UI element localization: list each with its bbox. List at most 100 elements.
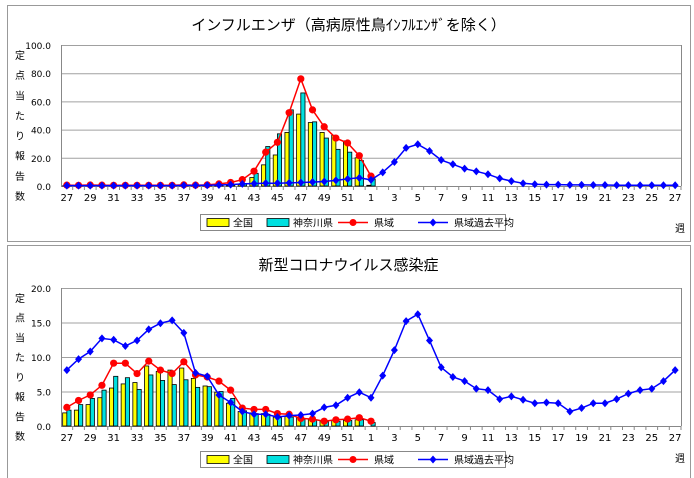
x-tick-label: 9	[461, 433, 467, 444]
legend: 全国 神奈川県 県域 県域過去平均	[200, 214, 514, 231]
point-prefecture-past-average	[145, 181, 153, 190]
point-prefecture-past-average	[250, 410, 258, 419]
point-prefecture-past-average	[215, 390, 223, 399]
point-prefecture	[367, 417, 375, 425]
x-tick-label: 9	[461, 193, 467, 204]
chart-title: 新型コロナウイルス感染症	[258, 256, 438, 274]
bar-national	[109, 387, 115, 427]
point-prefecture-past-average	[554, 399, 562, 408]
point-prefecture-past-average	[496, 395, 504, 404]
point-prefecture-past-average	[285, 178, 293, 187]
y-axis-label-char: 点	[15, 70, 25, 82]
point-prefecture-past-average	[63, 181, 71, 190]
y-tick-label: 40.0	[31, 127, 51, 137]
point-prefecture-past-average	[332, 401, 340, 410]
bar-national	[144, 365, 150, 427]
point-prefecture	[355, 414, 363, 422]
point-prefecture-past-average	[121, 341, 129, 350]
point-prefecture-past-average	[75, 181, 83, 190]
point-prefecture	[320, 417, 328, 425]
x-tick-label: 43	[248, 193, 261, 204]
point-prefecture	[285, 109, 293, 117]
y-tick-label: 10.0	[31, 354, 51, 364]
point-prefecture-past-average	[648, 181, 656, 190]
bar-kanagawa	[183, 379, 189, 427]
bar-national	[190, 377, 196, 427]
y-axis-label-char: 当	[15, 89, 25, 102]
bar-kanagawa	[113, 375, 119, 427]
point-prefecture-past-average	[192, 181, 200, 190]
x-tick-label: 11	[482, 193, 495, 204]
bar-kanagawa	[160, 380, 166, 427]
point-prefecture-past-average	[180, 328, 188, 337]
point-prefecture-past-average	[344, 174, 352, 183]
x-tick-label: 7	[438, 433, 444, 444]
point-prefecture	[273, 138, 282, 146]
x-tick-label: 37	[177, 193, 190, 204]
point-prefecture-past-average	[168, 316, 176, 325]
point-prefecture-past-average	[390, 346, 398, 355]
point-prefecture-past-average	[578, 404, 586, 413]
y-tick-label: 0.0	[37, 423, 52, 433]
point-prefecture-past-average	[379, 168, 387, 177]
point-prefecture-past-average	[367, 175, 375, 184]
x-tick-label: 35	[154, 433, 167, 444]
point-prefecture-past-average	[402, 317, 410, 326]
point-prefecture	[355, 152, 363, 160]
x-tick-label: 39	[201, 433, 214, 444]
legend-label: 県域	[374, 217, 394, 230]
x-tick-label: 21	[599, 433, 612, 444]
bar-national	[202, 385, 208, 427]
y-axis-label-char: 当	[15, 331, 25, 344]
point-prefecture-past-average	[531, 180, 539, 189]
point-prefecture-past-average	[98, 181, 106, 190]
point-prefecture-past-average	[613, 395, 621, 404]
point-prefecture-past-average	[262, 179, 270, 188]
y-axis-label-char: 定	[15, 292, 25, 305]
bar-kanagawa	[101, 389, 107, 427]
x-tick-label: 41	[224, 193, 237, 204]
x-tick-label: 15	[528, 433, 541, 444]
x-tick-label: 49	[318, 193, 331, 204]
point-prefecture	[133, 369, 141, 378]
x-tick-label: 23	[622, 193, 635, 204]
point-prefecture-past-average	[449, 373, 457, 382]
x-tick-label: 7	[438, 193, 444, 204]
x-tick-label: 29	[84, 193, 97, 204]
point-prefecture-past-average	[437, 363, 445, 372]
point-prefecture	[74, 396, 83, 405]
bar-kanagawa	[89, 397, 95, 427]
legend-marker-diamond	[429, 455, 437, 464]
y-tick-label: 20.0	[31, 155, 51, 165]
point-prefecture-past-average	[507, 177, 515, 186]
point-prefecture-past-average	[344, 393, 352, 402]
x-tick-label: 1	[368, 433, 374, 444]
point-prefecture	[297, 75, 305, 83]
point-prefecture	[121, 359, 129, 367]
legend: 全国 神奈川県 県域 県域過去平均	[200, 451, 514, 468]
x-tick-label: 25	[645, 193, 658, 204]
point-prefecture-past-average	[472, 384, 480, 393]
y-tick-label: 15.0	[31, 320, 51, 330]
point-prefecture	[98, 381, 106, 389]
point-prefecture	[110, 359, 118, 367]
point-prefecture-past-average	[659, 377, 667, 386]
x-tick-label: 5	[415, 433, 421, 444]
bar-kanagawa	[218, 391, 224, 427]
legend-label: 県域	[374, 454, 394, 467]
point-prefecture-past-average	[86, 181, 94, 190]
point-prefecture	[215, 377, 223, 385]
point-prefecture-past-average	[624, 389, 632, 398]
point-prefecture-past-average	[566, 180, 574, 189]
point-prefecture-past-average	[192, 368, 200, 377]
x-tick-label: 5	[415, 193, 421, 204]
point-prefecture	[262, 148, 270, 156]
bar-national	[62, 412, 68, 427]
legend-marker-circle	[349, 219, 357, 226]
legend-label: 全国	[233, 217, 253, 230]
point-prefecture-past-average	[601, 181, 609, 190]
y-axis-label-char: 告	[15, 410, 25, 423]
bar-kanagawa	[230, 397, 236, 427]
